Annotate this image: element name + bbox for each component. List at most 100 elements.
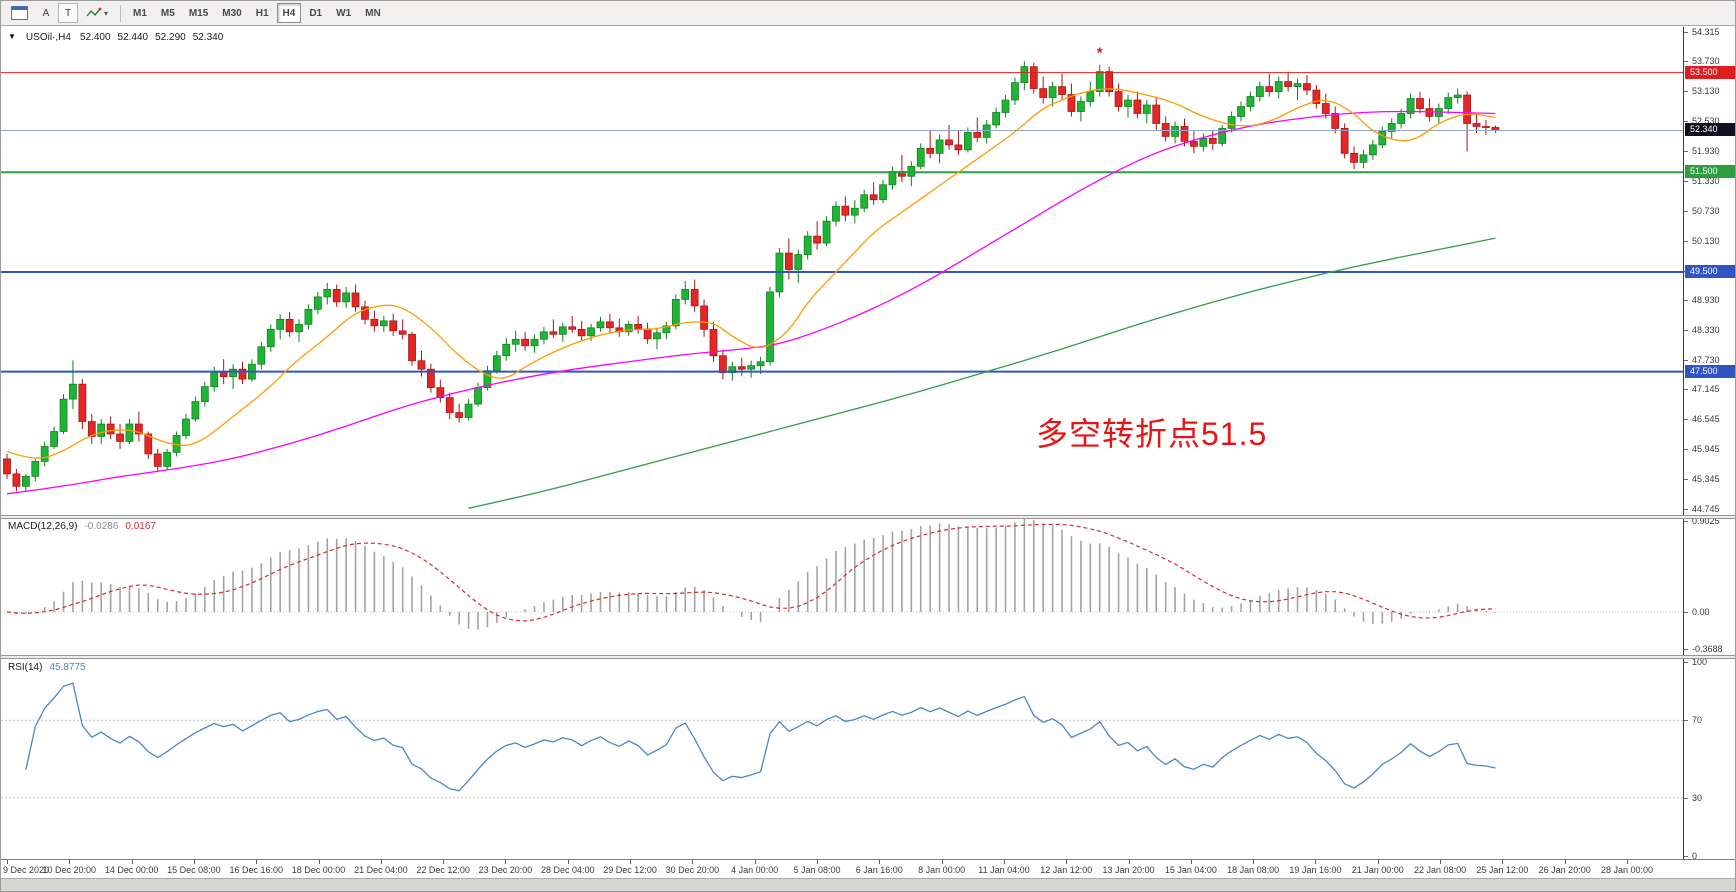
time-axis-label: 22 Jan 08:00: [1414, 865, 1467, 875]
price-axis-label: 54.315: [1692, 27, 1720, 37]
price-axis-label: 52.530: [1692, 115, 1720, 126]
rsi-axis-label: 70: [1692, 715, 1703, 726]
time-axis-tick: [567, 860, 569, 864]
price-axis-label: 51.930: [1692, 145, 1720, 156]
timeframe-button-h1[interactable]: H1: [255, 7, 269, 19]
time-axis-label: 30 Dec 20:00: [665, 865, 720, 875]
price-axis-tick: [1684, 180, 1688, 182]
price-level-tag: 47.500: [1685, 364, 1735, 378]
price-axis-label: 50.130: [1692, 235, 1720, 246]
charts-window-button[interactable]: [5, 3, 34, 23]
time-axis-tick: [1003, 860, 1005, 864]
price-axis-label: 45.945: [1692, 444, 1720, 455]
price-axis-tick: [1684, 120, 1688, 122]
time-axis-tick: [1627, 860, 1628, 864]
time-axis-label: 8 Jan 00:00: [918, 865, 966, 875]
chart-window-icon: [11, 6, 28, 20]
price-axis-tick: [1684, 32, 1688, 33]
time-axis-label: 12 Jan 12:00: [1040, 865, 1093, 875]
price-axis-label: 50.730: [1692, 205, 1720, 216]
price-axis-tick: [1684, 210, 1688, 212]
timeframe-button-m1[interactable]: M1: [133, 7, 147, 19]
price-axis-label: 44.745: [1692, 504, 1720, 514]
price-axis-tick: [1684, 509, 1688, 510]
rsi-axis-tick: [1684, 662, 1688, 663]
price-axis-tick: [1684, 360, 1688, 362]
time-axis-label: 4 Jan 00:00: [731, 865, 779, 875]
time-axis-label: 11 Jan 04:00: [978, 865, 1030, 875]
ohlc-high: 52.440: [117, 32, 149, 43]
timeframe-button-m5[interactable]: M5: [160, 7, 175, 19]
time-axis-label: 25 Jan 12:00: [1476, 865, 1529, 875]
time-axis-tick: [1377, 860, 1379, 864]
price-axis[interactable]: 54.315 53.730 53.130 52.530 51.930 51.330 50.7…: [1683, 27, 1735, 861]
main-chart-canvas[interactable]: *: [1, 27, 1683, 515]
time-axis-tick: [754, 860, 756, 864]
time-axis-tick: [7, 860, 8, 864]
time-axis-label: 5 Jan 08:00: [793, 865, 841, 875]
macd-title: MACD(12,26,9): [8, 521, 78, 532]
rsi-axis-tick: [1684, 856, 1688, 857]
macd-axis-label: 0.9025: [1692, 516, 1720, 527]
window-bottom-edge: [1, 878, 1735, 891]
panel-splitter[interactable]: [1, 515, 1735, 519]
macd-axis-label: -0.3688: [1692, 644, 1723, 655]
rsi-title: RSI(14): [8, 662, 43, 673]
time-axis-tick: [256, 860, 258, 864]
price-axis-tick: [1684, 479, 1688, 481]
ma-fast-line: [6, 88, 1496, 459]
collapse-indicator-icon: ▼: [8, 32, 16, 41]
chart-annotation: 多空转折点51.5: [1036, 416, 1268, 452]
time-axis-tick: [69, 860, 71, 864]
price-axis-tick: [1684, 91, 1688, 93]
price-axis-tick: [1684, 330, 1688, 332]
time-axis-tick: [1066, 860, 1068, 864]
macd-canvas[interactable]: [1, 519, 1683, 655]
price-axis-label: 53.730: [1692, 56, 1720, 67]
time-axis-tick: [879, 860, 881, 864]
annotate-a-button[interactable]: A: [42, 7, 50, 19]
text-tool-button[interactable]: T: [58, 3, 78, 23]
timeframe-button-m15[interactable]: M15: [188, 7, 209, 19]
ohlc-open: 52.400: [79, 32, 111, 43]
panel-splitter[interactable]: [1, 655, 1735, 659]
time-axis-label: 23 Dec 20:00: [478, 865, 533, 875]
rsi-canvas[interactable]: [1, 659, 1683, 859]
zigzag-icon: [86, 7, 102, 17]
ma-slow-line: [468, 237, 1496, 509]
price-axis-tick: [1684, 150, 1688, 152]
chart-header: ▼ USOil·,H4 52.400 52.440 52.290 52.340: [8, 32, 223, 43]
time-axis-tick: [1190, 860, 1192, 864]
price-level-tag: 53.500: [1685, 65, 1735, 79]
time-axis-tick: [318, 860, 320, 864]
time-axis-tick: [1128, 860, 1130, 864]
macd-header: MACD(12,26,9) -0.0286 0.0167: [8, 521, 156, 532]
time-axis-tick: [443, 860, 445, 864]
timeframe-button-mn[interactable]: MN: [365, 7, 381, 19]
macd-value-signal: 0.0167: [125, 521, 156, 532]
time-axis[interactable]: 9 Dec 2020 10 Dec 20:00 14 Dec 00:00 15 Dec…: [1, 859, 1735, 878]
timeframe-button-w1[interactable]: W1: [336, 7, 352, 19]
timeframe-button-d1[interactable]: D1: [309, 7, 323, 19]
time-axis-tick: [380, 860, 382, 864]
ma-mid-line: [6, 110, 1496, 495]
rsi-axis-label: 0: [1692, 851, 1698, 861]
time-axis-label: 22 Dec 12:00: [416, 865, 470, 875]
price-axis-label: 51.330: [1692, 175, 1720, 186]
time-axis-tick: [630, 860, 632, 864]
timeframe-button-m30[interactable]: M30: [222, 7, 242, 19]
time-axis-label: 10 Dec 20:00: [42, 865, 97, 875]
price-axis-label: 46.545: [1692, 414, 1720, 425]
time-axis-label: 14 Dec 00:00: [104, 865, 159, 875]
time-axis-tick: [1564, 860, 1566, 864]
price-axis-tick: [1684, 449, 1688, 451]
ohlc-low: 52.290: [155, 32, 186, 43]
macd-value-main: -0.0286: [84, 521, 119, 532]
time-axis-tick: [1440, 860, 1442, 864]
price-level-tag: 49.500: [1685, 264, 1735, 278]
price-level-tag: 52.340: [1685, 123, 1735, 137]
indicator-dropdown-button[interactable]: ▾: [80, 3, 114, 23]
timeframe-button-h4[interactable]: H4: [276, 3, 302, 23]
time-axis-label: 28 Dec 04:00: [540, 865, 595, 875]
